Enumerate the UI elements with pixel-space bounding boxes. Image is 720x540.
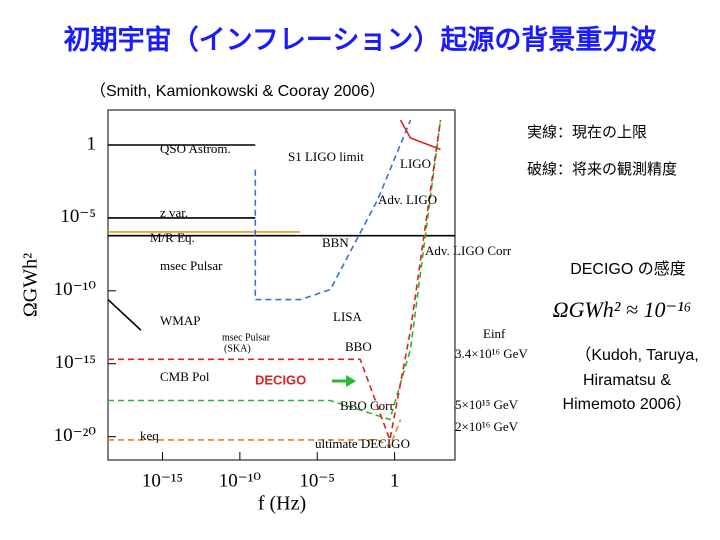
series-line: [107, 299, 142, 331]
annotation: QSO Astrom.: [160, 141, 231, 156]
slide-title: 初期宇宙（インフレーション）起源の背景重力波: [64, 24, 658, 55]
x-tick-label: 10⁻¹⁰: [219, 470, 262, 491]
annotation: z var.: [160, 205, 188, 220]
annotation: 5×10¹⁵ GeV: [455, 397, 519, 412]
y-axis-label: ΩGWh²: [20, 253, 42, 317]
citation: （Smith, Kamionkowski & Cooray 2006）: [90, 82, 385, 100]
annotation: DECIGO: [255, 372, 306, 387]
series-line: [399, 119, 441, 151]
annotation: Einf: [483, 326, 506, 341]
x-tick-label: 10⁻¹⁵: [142, 470, 183, 491]
legend-solid: 実線：現在の上限: [527, 124, 647, 141]
annotation: ultimate DECIGO: [315, 436, 410, 451]
annotation: BBO Corr: [340, 398, 394, 413]
y-tick-label: 10⁻⁵: [60, 206, 96, 227]
annotation: (SKA): [224, 343, 251, 354]
y-tick-label: 10⁻²⁰: [54, 425, 97, 446]
plot-frame: [107, 109, 456, 461]
annotation: LISA: [333, 309, 363, 324]
sensitivity-heading: DECIGO の感度: [570, 260, 686, 278]
annotation: Adv. LIGO Corr: [425, 243, 512, 258]
annotation: BBO: [345, 339, 372, 354]
y-tick-label: 1: [87, 133, 97, 154]
series-line: [108, 119, 442, 443]
reference-line: Hiramatsu &: [583, 372, 671, 389]
annotation: msec Pulsar: [222, 332, 271, 343]
x-tick-label: 10⁻⁵: [299, 470, 335, 491]
annotation: CMB Pol: [160, 369, 210, 384]
annotation: LIGO: [400, 156, 431, 171]
series-line: [108, 119, 442, 421]
annotation: keq: [140, 428, 159, 443]
x-tick-label: 1: [390, 470, 400, 491]
annotation: 3.4×10¹⁶ GeV: [455, 346, 528, 361]
series-line: [108, 419, 402, 448]
annotation: BBN: [322, 235, 349, 250]
x-axis-label: f (Hz): [258, 493, 306, 515]
annotation: S1 LIGO limit: [288, 149, 364, 164]
sensitivity-formula: ΩGWh² ≈ 10⁻¹⁶: [553, 297, 692, 322]
reference-line: Himemoto 2006）: [563, 395, 692, 413]
arrow-head: [346, 375, 356, 387]
annotation: M/R Eq.: [150, 230, 195, 245]
reference-line: （Kudoh, Taruya,: [575, 346, 698, 364]
annotation: 2×10¹⁶ GeV: [455, 419, 519, 434]
y-tick-label: 10⁻¹⁵: [55, 352, 96, 373]
annotation: msec Pulsar: [160, 258, 223, 273]
series-line: [254, 119, 412, 301]
annotation: Adv. LIGO: [378, 192, 437, 207]
y-tick-label: 10⁻¹⁰: [54, 279, 97, 300]
annotation: WMAP: [160, 313, 200, 328]
legend-dashed: 破線：将来の観測精度: [527, 161, 677, 178]
